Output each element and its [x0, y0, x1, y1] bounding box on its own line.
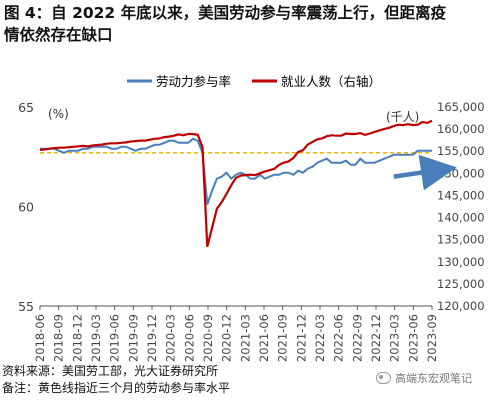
right-tick-label: 145,000	[437, 188, 485, 202]
wechat-icon	[376, 372, 391, 384]
series-line-employment	[39, 119, 433, 247]
source-note: 资料来源：美国劳工部，光大证券研究所	[2, 364, 219, 378]
x-tick-label: 2022-09	[350, 314, 364, 362]
x-tick-label: 2022-03	[313, 314, 327, 362]
x-tick-label: 2019-12	[145, 314, 159, 362]
x-tick-label: 2021-09	[276, 314, 290, 362]
x-tick-label: 2019-03	[89, 314, 103, 362]
left-axis-ticks: 55 60 65	[18, 100, 34, 314]
watermark-text: 高端东宏观笔记	[395, 372, 472, 385]
trend-arrow	[393, 154, 457, 191]
x-tick-label: 2020-03	[164, 314, 178, 362]
footer: 资料来源：美国劳工部，光大证券研究所 备注：黄色线指近三个月的劳动参与率水平	[2, 363, 230, 397]
x-tick-label: 2020-09	[201, 314, 215, 362]
x-tick-label: 2023-03	[388, 314, 402, 362]
right-axis-ticks: 120,000 125,000 130,000 135,000 140,000 145,0…	[437, 100, 485, 313]
x-tick-label: 2021-03	[238, 314, 252, 362]
x-tick-label: 2018-09	[52, 314, 66, 362]
x-tick-label: 2019-09	[126, 314, 140, 362]
watermark: 高端东宏观笔记	[376, 370, 472, 386]
x-tick-label: 2022-06	[332, 314, 346, 362]
right-tick-label: 160,000	[437, 122, 485, 136]
chart-title: 图 4：自 2022 年底以来，美国劳动参与率震荡上行，但距离疫 情依然存在缺口	[4, 2, 496, 46]
left-tick-label: 60	[18, 200, 34, 215]
right-tick-label: 120,000	[437, 299, 485, 313]
right-tick-label: 165,000	[437, 100, 485, 114]
left-axis-unit: (%)	[48, 107, 69, 121]
right-tick-label: 130,000	[437, 255, 485, 269]
x-axis-ticks: 2018-06 2018-09 2018-12 2019-03 2019-06 2019-…	[33, 306, 439, 362]
x-tick-label: 2023-06	[406, 314, 420, 362]
remark-note: 备注：黄色线指近三个月的劳动参与率水平	[2, 381, 231, 395]
chart-title-line-1: 图 4：自 2022 年底以来，美国劳动参与率震荡上行，但距离疫	[4, 4, 447, 22]
right-axis-unit: (千人)	[386, 110, 419, 124]
legend: 劳动力参与率 就业人数（右轴）	[127, 74, 381, 89]
legend-label-employment: 就业人数（右轴）	[281, 74, 381, 89]
right-tick-label: 155,000	[437, 144, 485, 158]
x-tick-label: 2021-12	[294, 314, 308, 362]
left-tick-label: 55	[18, 299, 34, 314]
chart-title-line-2: 情依然存在缺口	[4, 26, 113, 44]
legend-label-participation: 劳动力参与率	[156, 74, 231, 89]
x-tick-label: 2018-12	[70, 314, 84, 362]
right-tick-label: 135,000	[437, 233, 485, 247]
x-tick-label: 2022-12	[369, 314, 383, 362]
right-tick-label: 125,000	[437, 277, 485, 291]
x-tick-label: 2018-06	[33, 314, 47, 362]
x-tick-label: 2020-12	[220, 314, 234, 362]
x-tick-label: 2019-06	[108, 314, 122, 362]
series-line-participation	[40, 137, 432, 205]
x-tick-label: 2020-06	[182, 314, 196, 362]
x-tick-label: 2021-06	[257, 314, 271, 362]
right-tick-label: 140,000	[437, 211, 485, 225]
x-tick-label: 2023-09	[425, 314, 439, 362]
left-tick-label: 65	[18, 100, 34, 115]
